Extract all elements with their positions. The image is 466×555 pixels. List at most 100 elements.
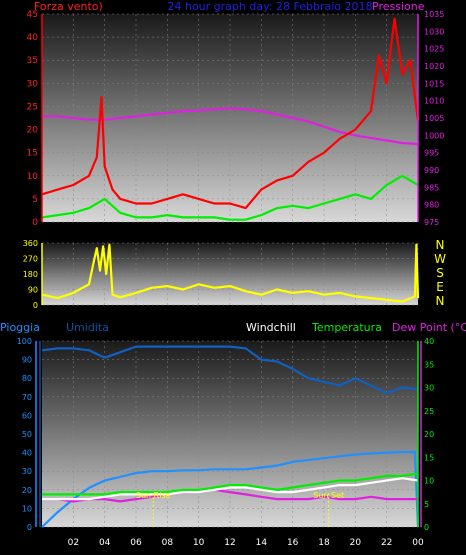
temperature-tick-label: 15 xyxy=(424,453,434,462)
x-tick-label: 16 xyxy=(287,226,299,236)
sunrise-label: Sun Rise xyxy=(136,491,171,500)
series-dew-point xyxy=(42,488,418,503)
x-tick-label: 18 xyxy=(318,538,330,548)
series-pressione xyxy=(42,107,419,146)
chart-title: 24 hour graph day: 28 Febbraio 2018 xyxy=(167,0,372,13)
x-tick-label: 14 xyxy=(256,538,268,548)
temperature-tick-label: 20 xyxy=(424,430,434,439)
wind-tick-label: 45 xyxy=(27,10,38,20)
rain-tick-label: 100 xyxy=(17,337,32,346)
wind-panel-background xyxy=(42,14,418,222)
wind-tick-label: 20 xyxy=(27,126,39,136)
x-tick-label: 04 xyxy=(99,226,111,236)
x-tick-label: 04 xyxy=(99,538,111,548)
temperature-tick-label: 25 xyxy=(424,407,434,416)
rain-tick-label: 20 xyxy=(22,486,32,495)
pressure-tick-label: 990 xyxy=(424,166,439,175)
series-pioggia xyxy=(41,450,420,528)
series-raffica xyxy=(41,17,420,210)
wind-pressure-panel: 0510152025303540459759809859909951000100… xyxy=(27,10,445,236)
pressure-tick-label: 1030 xyxy=(424,27,444,36)
rain-tick-label: 90 xyxy=(22,356,32,365)
x-tick-label: 00 xyxy=(412,226,424,236)
wind-tick-label: 40 xyxy=(27,33,39,43)
rain-tick-label: 50 xyxy=(22,430,32,439)
series-vento-medio xyxy=(41,174,419,221)
wind-tick-label: 25 xyxy=(27,102,38,112)
temperature-tick-label: 35 xyxy=(424,360,434,369)
x-tick-label: 18 xyxy=(318,226,330,236)
wind-tick-label: 5 xyxy=(32,195,38,205)
direction-label-e: E xyxy=(436,280,444,294)
x-tick-label: 12 xyxy=(224,226,235,236)
direction-tick-label: 90 xyxy=(28,286,38,295)
series-umidita xyxy=(41,345,419,395)
x-tick-label: 12 xyxy=(224,538,235,548)
pressure-tick-label: 985 xyxy=(424,183,439,192)
x-tick-label: 22 xyxy=(381,226,392,236)
rain-tick-label: 0 xyxy=(27,523,32,532)
temperature-tick-label: 5 xyxy=(424,500,429,509)
direction-tick-label: 0 xyxy=(33,301,38,310)
wind-tick-label: 10 xyxy=(27,172,39,182)
direction-label-n: N xyxy=(436,238,445,252)
x-tick-label: 02 xyxy=(68,226,79,236)
pressure-tick-label: 1005 xyxy=(424,114,444,123)
direction-label-s: S xyxy=(436,266,444,280)
temperature-tick-label: 40 xyxy=(424,337,434,346)
series-windchill xyxy=(42,477,419,501)
wind-tick-label: 35 xyxy=(27,56,38,66)
x-tick-label: 20 xyxy=(350,226,362,236)
x-tick-label: 22 xyxy=(381,538,392,548)
pressure-tick-label: 1035 xyxy=(424,10,444,19)
wind-tick-label: 0 xyxy=(32,218,38,228)
x-tick-label: 02 xyxy=(68,538,79,548)
wind-tick-label: 15 xyxy=(27,149,38,159)
temperature-tick-label: 30 xyxy=(424,384,434,393)
humidity-legend: Umidita xyxy=(66,321,109,334)
sunset-label: Sun Set xyxy=(313,491,344,500)
rain-tick-label: 40 xyxy=(22,449,32,458)
x-tick-label: 08 xyxy=(162,538,174,548)
wind-axis-title: Forza vento) xyxy=(34,0,103,13)
x-tick-label: 06 xyxy=(130,226,142,236)
rain-tick-label: 60 xyxy=(22,411,32,420)
windchill-legend: Windchill xyxy=(246,321,296,334)
rain-tick-label: 70 xyxy=(22,393,32,402)
x-tick-label: 00 xyxy=(412,538,424,548)
direction-tick-label: 360 xyxy=(23,239,38,248)
x-tick-label: 06 xyxy=(130,538,142,548)
pressure-tick-label: 1020 xyxy=(424,62,444,71)
x-tick-label: 20 xyxy=(350,538,362,548)
pressure-tick-label: 980 xyxy=(424,201,439,210)
x-tick-label: 10 xyxy=(193,226,205,236)
pressure-tick-label: 975 xyxy=(424,218,439,227)
pressure-tick-label: 1000 xyxy=(424,131,444,140)
rain-tick-label: 80 xyxy=(22,374,32,383)
pressure-tick-label: 1010 xyxy=(424,97,444,106)
temperature-humidity-panel: Sun Rise Sun Set 010203040506070809010005… xyxy=(17,337,434,548)
series-temperatura xyxy=(42,472,419,496)
pressure-tick-label: 995 xyxy=(424,149,439,158)
rain-tick-label: 10 xyxy=(22,504,32,513)
direction-label-n: N xyxy=(436,294,445,308)
direction-tick-label: 270 xyxy=(23,255,38,264)
x-tick-label: 08 xyxy=(162,226,174,236)
temperature-tick-label: 10 xyxy=(424,477,434,486)
wind-tick-label: 30 xyxy=(27,79,39,89)
direction-tick-label: 180 xyxy=(23,270,38,279)
temperature-legend: Temperatura xyxy=(311,321,382,334)
rain-tick-label: 30 xyxy=(22,467,32,476)
x-tick-label: 16 xyxy=(287,538,299,548)
series-direzione xyxy=(41,243,420,303)
pressure-axis-title: Pressione xyxy=(372,0,425,13)
temperature-tick-label: 0 xyxy=(424,523,429,532)
x-tick-label: 14 xyxy=(256,226,268,236)
dewpoint-axis-title: Dew Point (°C) xyxy=(392,321,466,334)
pressure-tick-label: 1015 xyxy=(424,79,444,88)
pressure-tick-label: 1025 xyxy=(424,45,444,54)
rain-axis-title: Pioggia xyxy=(0,321,40,334)
x-tick-label: 10 xyxy=(193,538,205,548)
